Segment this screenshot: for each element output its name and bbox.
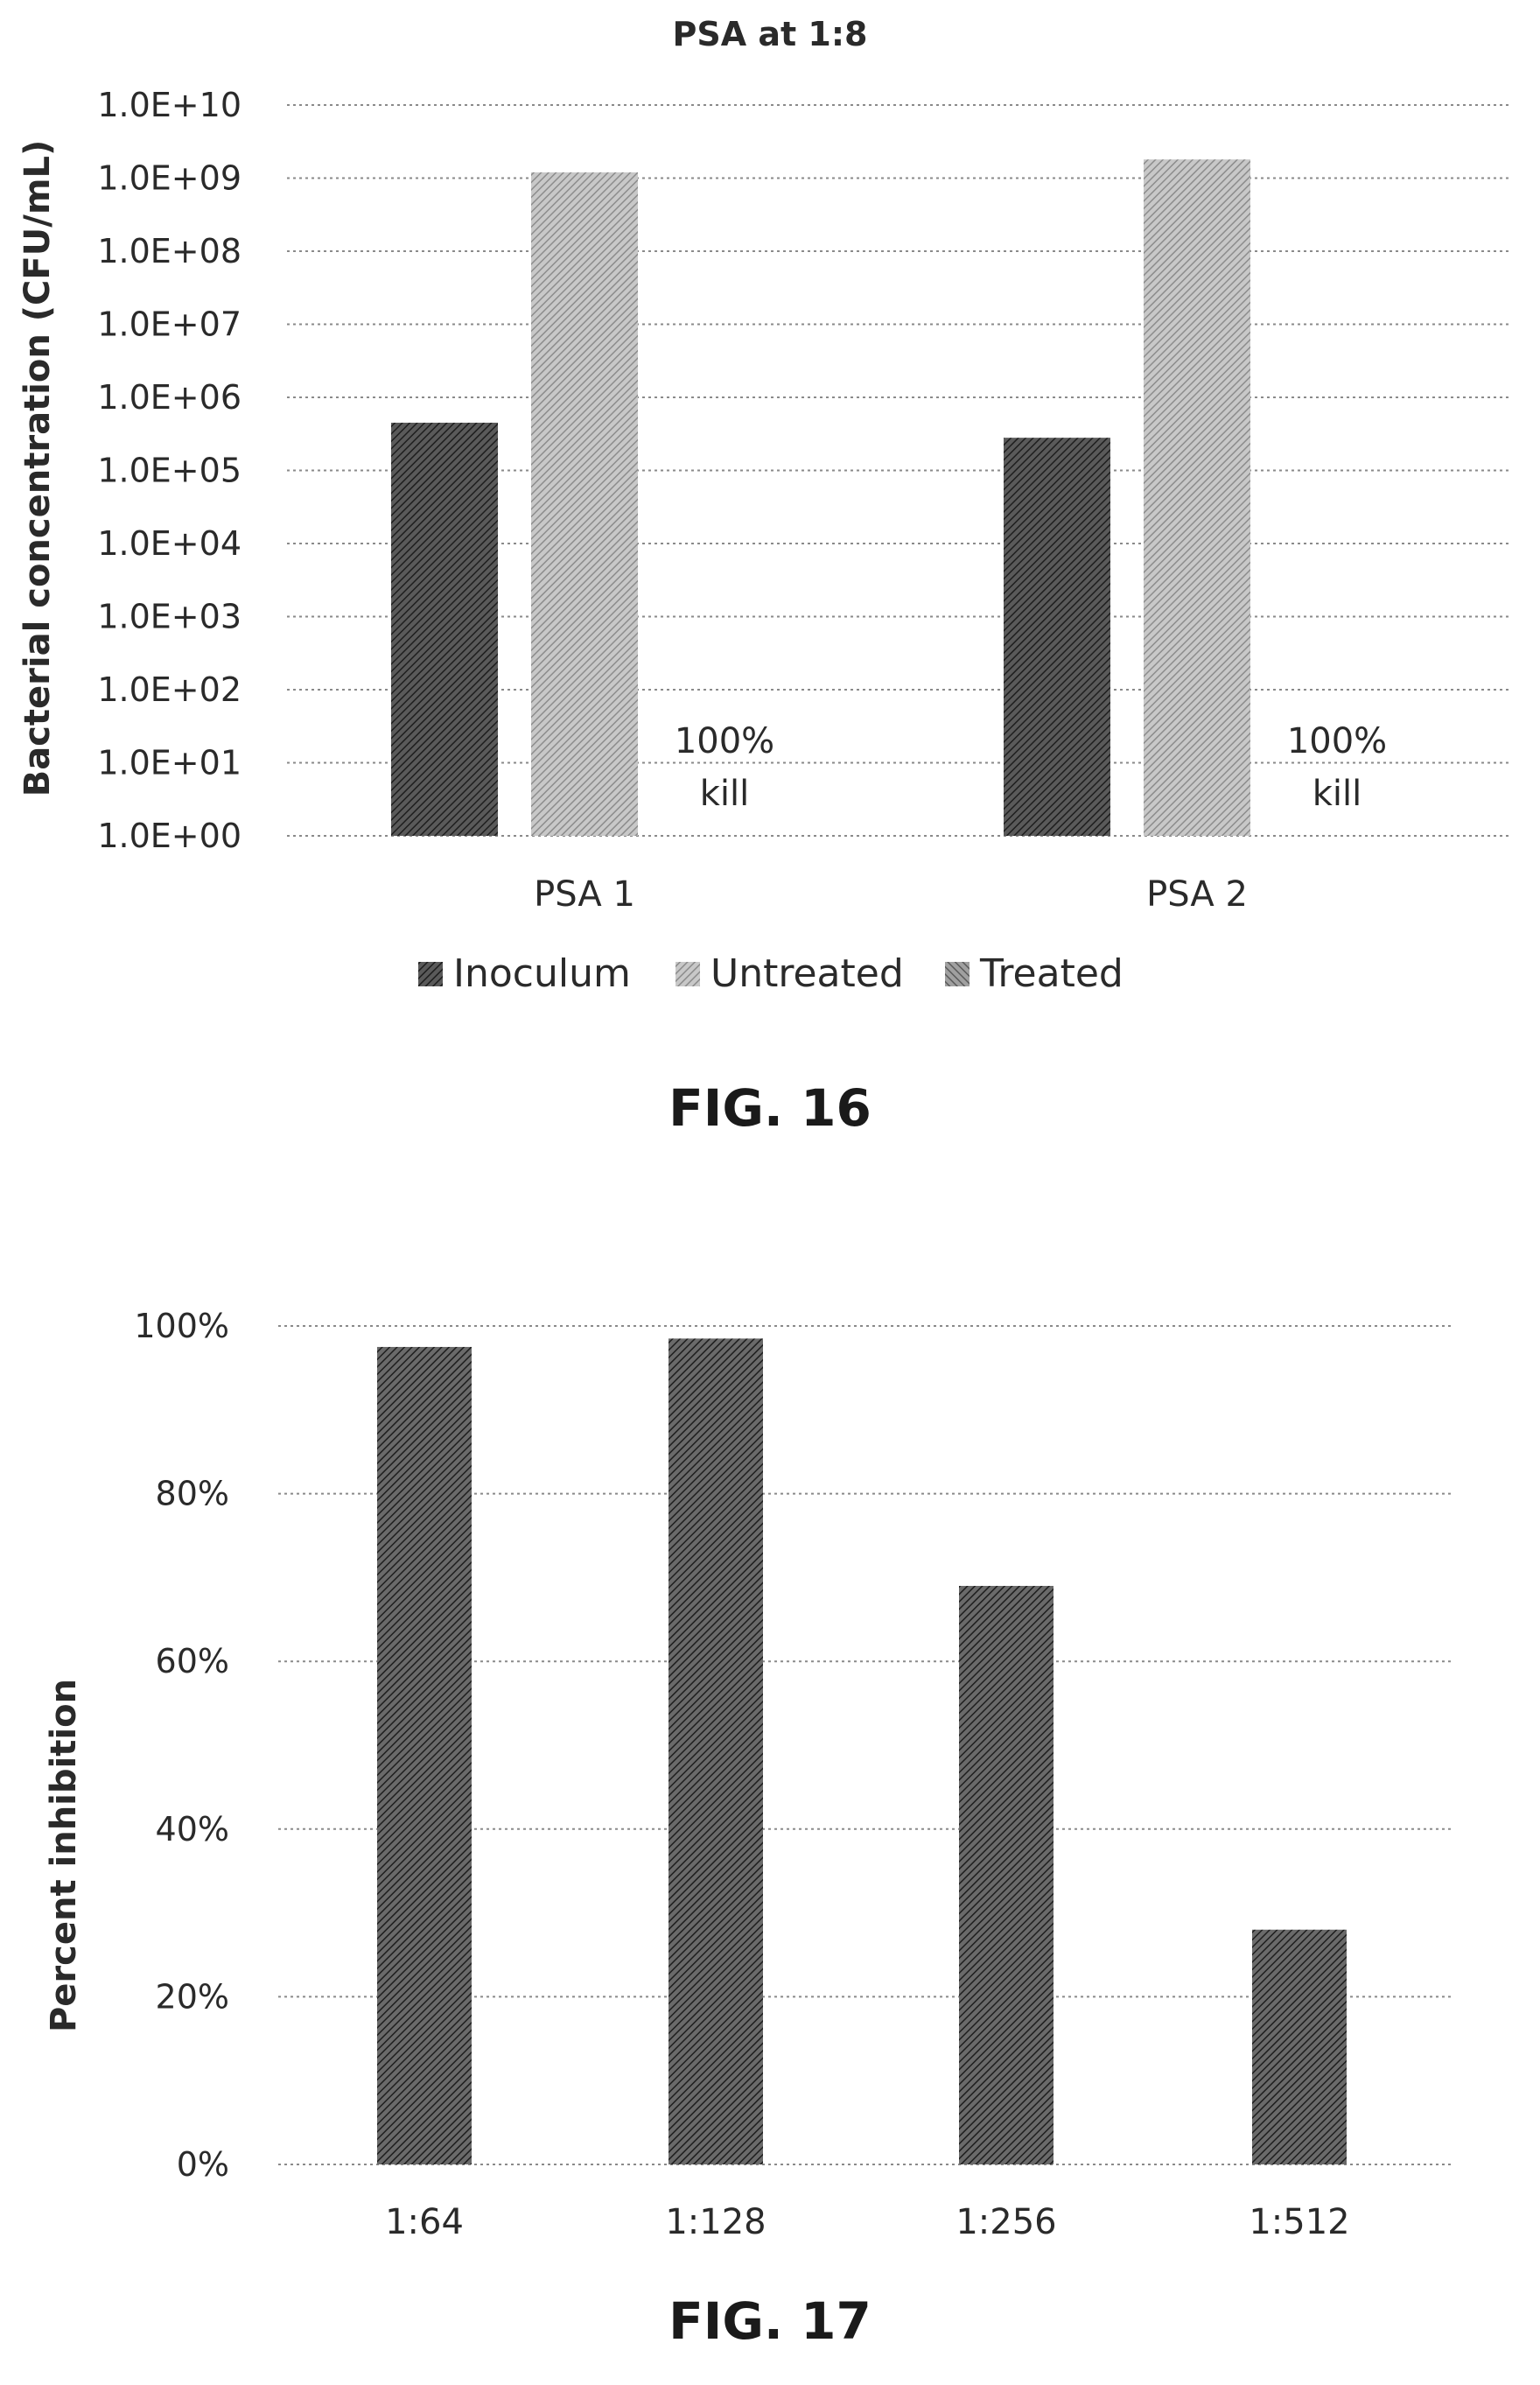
fig16-legend-label: Treated bbox=[979, 951, 1124, 996]
fig16-caption: FIG. 16 bbox=[668, 1078, 872, 1138]
fig17-category-label: 1:128 bbox=[665, 2202, 766, 2242]
fig16-y-tick: 1.0E+10 bbox=[97, 86, 242, 124]
fig16-annotation-text: 100% bbox=[675, 721, 774, 761]
fig17-y-axis-title: Percent inhibition bbox=[44, 1679, 84, 2032]
fig17-y-tick: 80% bbox=[156, 1475, 229, 1513]
fig16-y-tick: 1.0E+01 bbox=[97, 744, 242, 782]
fig16-bars bbox=[391, 159, 1250, 836]
fig17-category-labels: 1:64 1:128 1:256 1:512 bbox=[385, 2202, 1350, 2242]
fig16-y-tick: 1.0E+02 bbox=[97, 670, 242, 709]
fig16-bar-inoculum bbox=[1004, 438, 1110, 836]
fig16-legend: Inoculum Untreated Treated bbox=[418, 951, 1124, 996]
fig16-chart-title: PSA at 1:8 bbox=[673, 15, 868, 53]
fig16-category-labels: PSA 1 PSA 2 bbox=[534, 874, 1248, 915]
fig16-legend-label: Inoculum bbox=[453, 951, 631, 996]
fig16-y-tick: 1.0E+09 bbox=[97, 159, 242, 198]
fig17-caption: FIG. 17 bbox=[668, 2291, 872, 2351]
fig17-category-label: 1:512 bbox=[1249, 2202, 1349, 2242]
fig16-bar-inoculum bbox=[391, 422, 498, 836]
fig16-annotation-text: kill bbox=[1312, 774, 1362, 814]
fig17-chart: Percent inhibition 0% 20% 40% 60% 80% 100% 1:… bbox=[44, 1307, 1451, 2242]
fig16-y-tick: 1.0E+05 bbox=[97, 452, 242, 490]
fig16-annotation-text: kill bbox=[700, 774, 750, 814]
fig16-legend-swatch bbox=[676, 962, 700, 986]
fig17-y-tick: 0% bbox=[177, 2145, 229, 2184]
fig17-y-tick: 60% bbox=[156, 1642, 229, 1680]
fig16-category-label: PSA 1 bbox=[534, 874, 635, 915]
fig17-y-tick: 20% bbox=[156, 1977, 229, 2016]
fig16-annotation-text: 100% bbox=[1287, 721, 1387, 761]
fig16-category-label: PSA 2 bbox=[1146, 874, 1248, 915]
fig17-y-tick: 40% bbox=[156, 1810, 229, 1848]
fig17-bar bbox=[1252, 1929, 1347, 2164]
fig17-bar bbox=[377, 1346, 472, 2164]
fig16-y-tick: 1.0E+03 bbox=[97, 598, 242, 636]
fig17-y-tick-labels: 0% 20% 40% 60% 80% 100% bbox=[134, 1307, 229, 2184]
fig17-y-tick: 100% bbox=[134, 1307, 229, 1345]
fig16-y-tick: 1.0E+07 bbox=[97, 305, 242, 344]
fig17-category-label: 1:64 bbox=[385, 2202, 464, 2242]
fig17-bars bbox=[377, 1338, 1347, 2164]
fig16-y-tick: 1.0E+06 bbox=[97, 378, 242, 417]
fig16-annotations: 100% kill 100% kill bbox=[675, 721, 1387, 814]
fig16-chart: PSA at 1:8 Bacterial concentration (CFU/… bbox=[18, 15, 1512, 996]
fig16-bar-untreated bbox=[1144, 159, 1250, 836]
fig16-y-axis-title: Bacterial concentration (CFU/mL) bbox=[18, 140, 58, 797]
fig16-legend-swatch bbox=[418, 962, 443, 986]
fig16-legend-swatch bbox=[945, 962, 970, 986]
fig16-y-tick: 1.0E+00 bbox=[97, 817, 242, 855]
fig16-y-tick: 1.0E+08 bbox=[97, 232, 242, 270]
fig16-legend-label: Untreated bbox=[710, 951, 904, 996]
fig17-bar bbox=[668, 1338, 763, 2164]
fig16-y-tick-labels: 1.0E+00 1.0E+01 1.0E+02 1.0E+03 1.0E+04 1.0E+… bbox=[97, 86, 242, 855]
fig17-bar bbox=[959, 1585, 1054, 2164]
fig16-y-tick: 1.0E+04 bbox=[97, 524, 242, 563]
fig16-bar-untreated bbox=[531, 172, 638, 836]
fig17-category-label: 1:256 bbox=[956, 2202, 1056, 2242]
